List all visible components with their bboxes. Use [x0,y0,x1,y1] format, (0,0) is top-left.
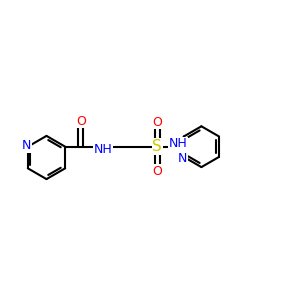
Text: O: O [76,115,86,128]
Text: S: S [152,139,162,154]
Text: NH: NH [169,137,188,150]
Text: NH: NH [93,142,112,156]
Text: O: O [152,116,162,129]
Text: N: N [178,152,187,165]
Text: O: O [152,165,162,178]
Text: N: N [22,139,31,152]
